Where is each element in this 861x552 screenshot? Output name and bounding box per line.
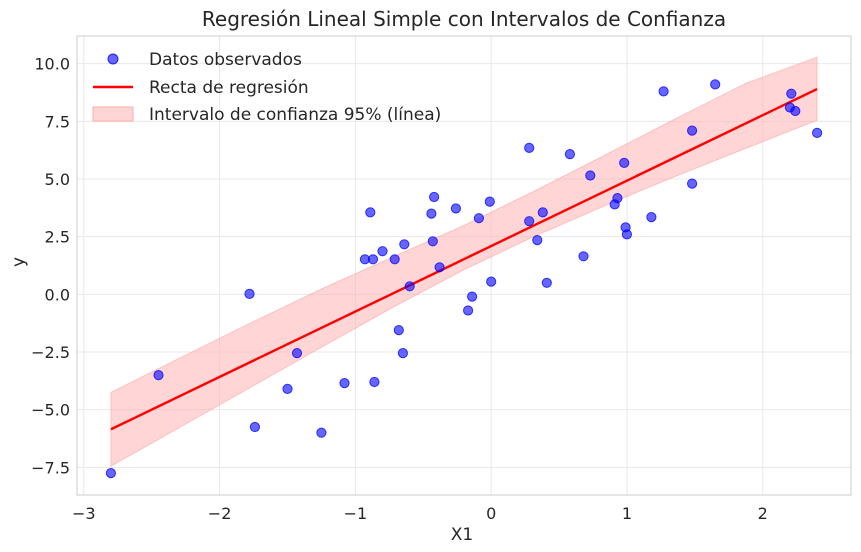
data-point: [687, 125, 698, 136]
data-point: [282, 383, 293, 394]
data-point: [790, 105, 801, 117]
confidence-band: [110, 56, 818, 468]
data-point: [427, 236, 438, 247]
data-point: [612, 193, 623, 204]
y-tick-label: 5.0: [45, 170, 70, 189]
data-point: [339, 378, 350, 389]
y-tick-labels: −7.5 −5.0 −2.5 0.0 2.5 5.0 7.5 10.0: [31, 55, 70, 478]
y-tick-label: 2.5: [45, 228, 70, 247]
data-point: [404, 281, 415, 292]
data-point: [564, 149, 576, 160]
data-point: [486, 276, 497, 287]
legend-marker-points: [107, 53, 119, 65]
x-axis-label: X1: [451, 525, 473, 545]
legend-label-band: Intervalo de confianza 95% (línea): [149, 105, 441, 125]
data-point: [585, 170, 596, 181]
data-point: [484, 196, 495, 207]
regression-line-layer: [110, 87, 818, 431]
data-point: [377, 246, 388, 257]
plot-frame: [76, 35, 852, 496]
y-tick-label: −5.0: [31, 401, 70, 420]
data-point: [389, 254, 400, 265]
data-point: [367, 254, 379, 265]
data-point: [541, 277, 552, 288]
data-point: [426, 208, 437, 219]
y-tick-label: 7.5: [45, 112, 70, 131]
data-point: [316, 427, 327, 438]
y-tick-label: −2.5: [31, 343, 70, 362]
data-point: [786, 88, 797, 99]
data-point: [244, 288, 255, 299]
data-point: [658, 86, 669, 97]
data-point: [812, 127, 823, 138]
data-point: [105, 468, 117, 479]
data-point: [450, 203, 461, 214]
data-point: [524, 142, 535, 153]
x-tick-labels: −3 −2 −1 0 1 2: [72, 504, 768, 523]
x-tick-label: 0: [486, 504, 496, 523]
data-point: [537, 207, 548, 218]
x-tick-label: −1: [344, 504, 368, 523]
data-point: [291, 348, 303, 359]
data-point: [393, 325, 404, 336]
x-tick-label: −3: [72, 504, 96, 523]
data-point: [369, 376, 380, 388]
data-point: [687, 178, 698, 189]
legend-label-points: Datos observados: [149, 50, 302, 70]
data-point: [467, 291, 478, 302]
regression-line: [110, 87, 818, 431]
x-tick-label: 2: [758, 504, 768, 523]
y-axis-label: y: [9, 257, 29, 267]
x-tick-label: −2: [208, 504, 232, 523]
data-point: [397, 348, 408, 359]
data-point: [429, 191, 440, 203]
data-point: [153, 370, 164, 381]
data-point: [710, 79, 721, 90]
scatter-points-layer: [105, 79, 823, 479]
data-point: [473, 213, 484, 224]
y-tick-label: −7.5: [31, 458, 70, 477]
data-point: [532, 235, 543, 246]
legend: Datos observados Recta de regresión Inte…: [92, 50, 441, 125]
y-tick-label: 0.0: [45, 285, 70, 304]
data-point: [365, 207, 376, 218]
data-point: [646, 212, 657, 223]
data-point: [578, 251, 589, 262]
confidence-band-layer: [110, 56, 818, 468]
data-point: [621, 229, 633, 240]
legend-marker-band: [92, 106, 134, 122]
x-tick-label: 1: [622, 504, 632, 523]
data-point: [463, 305, 474, 316]
chart-title: Regresión Lineal Simple con Intervalos d…: [202, 7, 726, 31]
data-point: [399, 239, 410, 250]
legend-label-line: Recta de regresión: [149, 78, 309, 98]
data-point: [249, 421, 260, 433]
data-point: [619, 157, 630, 168]
data-point: [434, 262, 445, 273]
y-tick-label: 10.0: [34, 55, 70, 74]
data-point: [524, 216, 535, 227]
